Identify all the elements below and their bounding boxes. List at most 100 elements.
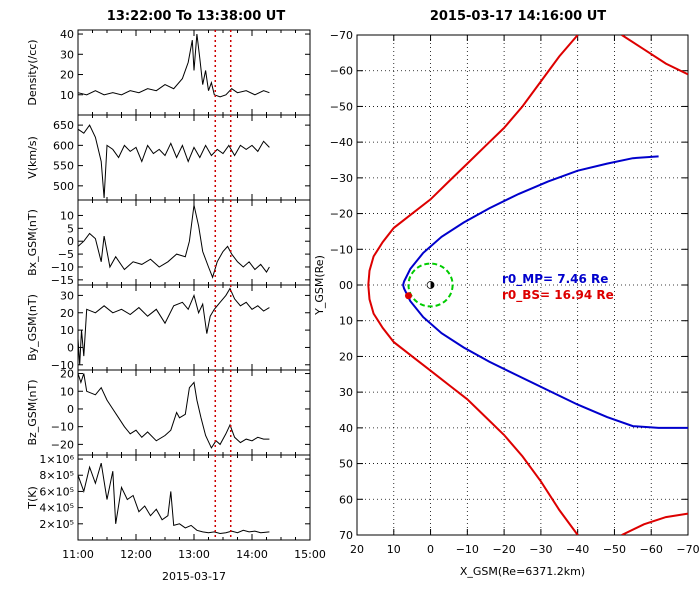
y-tick-label: 8×10⁵ [39, 469, 74, 482]
y-tick-label: 20 [60, 368, 74, 381]
x-tick-label: 14:00 [236, 548, 268, 561]
panel-frame [77, 199, 311, 286]
series-line [77, 33, 270, 98]
y-tick-label: 500 [53, 180, 74, 193]
time-series-panel: −10 0 10 20 30 By_GSM(nT) [26, 284, 311, 372]
x-tick-label: −20 [493, 543, 516, 556]
bow-shock-outer-curve [621, 512, 688, 535]
x-tick-label: −60 [640, 543, 663, 556]
y-tick-label: 20 [60, 69, 74, 82]
magnetosphere-plot: 20 10 0 −10 −20 −30 −40 −50 −60 −70 −70 −60 −50 −40 −3… [313, 29, 700, 578]
y-axis-label: Bx_GSM(nT) [26, 209, 39, 276]
series-line [77, 287, 270, 365]
series-line [77, 205, 270, 279]
panel-frame [77, 114, 311, 201]
x-tick-label: −70 [676, 543, 699, 556]
panel-frame [77, 284, 311, 371]
time-series-panel: 10 20 30 40 Density(/cc) [26, 28, 311, 116]
y-tick-label: −15 [51, 274, 74, 287]
y-tick-label: −10 [330, 243, 353, 256]
time-series-panel: −20 −10 0 10 20 Bz_GSM(nT) [26, 368, 311, 456]
y-tick-label: −50 [330, 100, 353, 113]
y-tick-label: 30 [339, 386, 353, 399]
y-tick-label: 0 [67, 403, 74, 416]
y-tick-label: −20 [330, 208, 353, 221]
y-tick-label: −5 [58, 248, 74, 261]
y-tick-label: 0 [67, 235, 74, 248]
time-series-panel: 2×10⁵ 4×10⁵ 6×10⁵ 8×10⁵ 1×10⁶ T(K) [26, 453, 311, 541]
y-tick-label: 20 [339, 350, 353, 363]
curves [367, 35, 688, 535]
y-axis-label: T(K) [26, 486, 39, 510]
y-axis-label: V(km/s) [26, 136, 39, 179]
x-tick-label: 10 [387, 543, 401, 556]
y-axis-label: Y_GSM(Re) [313, 255, 326, 316]
series-line [77, 462, 270, 535]
y-tick-label: −10 [51, 421, 74, 434]
y-tick-label: 10 [60, 89, 74, 102]
bs-standoff-label: r0_BS= 16.94 Re [502, 288, 614, 303]
x-axis-label: X_GSM(Re=6371.2km) [460, 565, 585, 578]
bow-shock-curve [367, 35, 579, 535]
x-tick-label: 0 [427, 543, 434, 556]
series-line [77, 124, 270, 199]
y-tick-label: 5 [67, 222, 74, 235]
x-tick-label: 12:00 [120, 548, 152, 561]
y-tick-label: 650 [53, 119, 74, 132]
y-tick-label: 10 [60, 385, 74, 398]
x-tick-label: 13:00 [178, 548, 210, 561]
y-tick-label: 50 [339, 458, 353, 471]
y-tick-label: 30 [60, 289, 74, 302]
x-axis-date-label: 2015-03-17 [162, 570, 226, 583]
panel-frame [77, 29, 311, 116]
y-tick-label: 00 [339, 279, 353, 292]
time-series-panels: 10203040Density(/cc)500550600650V(km/s)−… [26, 28, 326, 583]
y-axis-label: By_GSM(nT) [26, 294, 39, 361]
bow-shock-outer-curve [621, 35, 688, 76]
y-axis-label: Density(/cc) [26, 39, 39, 105]
y-tick-label: −20 [51, 438, 74, 451]
x-tick-label: −50 [603, 543, 626, 556]
earth-night-side [430, 281, 435, 289]
y-tick-label: 600 [53, 139, 74, 152]
y-tick-label: −10 [51, 261, 74, 274]
left-title: 13:22:00 To 13:38:00 UT [107, 9, 286, 24]
inner-boundary-circle [407, 262, 454, 308]
y-tick-label: 40 [60, 28, 74, 41]
x-tick-label: −10 [456, 543, 479, 556]
y-tick-label: 10 [60, 324, 74, 337]
magnetopause-curve [402, 155, 688, 429]
y-tick-label: 4×10⁵ [39, 502, 74, 515]
series-line [77, 373, 270, 449]
y-tick-label: 0 [67, 341, 74, 354]
x-tick-label: −30 [529, 543, 552, 556]
time-series-panel: 500 550 600 650 V(km/s) [26, 114, 311, 201]
y-tick-label: 10 [60, 209, 74, 222]
y-tick-label: 2×10⁵ [39, 518, 74, 531]
y-tick-label: −30 [330, 172, 353, 185]
mp-standoff-label: r0_MP= 7.46 Re [502, 272, 608, 287]
y-tick-label: −70 [330, 29, 353, 42]
y-tick-label: 70 [339, 529, 353, 542]
y-tick-label: −60 [330, 65, 353, 78]
x-tick-label: 15:00 [294, 548, 326, 561]
y-tick-label: 20 [60, 307, 74, 320]
position-marker [404, 292, 412, 300]
y-tick-label: 1×10⁶ [39, 453, 74, 466]
y-tick-label: 40 [339, 422, 353, 435]
x-tick-label: 20 [350, 543, 364, 556]
y-tick-label: 10 [339, 315, 353, 328]
y-tick-label: 60 [339, 493, 353, 506]
y-tick-label: −10 [51, 359, 74, 372]
y-tick-label: 6×10⁵ [39, 485, 74, 498]
y-axis-label: Bz_GSM(nT) [26, 379, 39, 445]
y-tick-label: 30 [60, 48, 74, 61]
x-tick-label: 11:00 [62, 548, 94, 561]
right-title: 2015-03-17 14:16:00 UT [430, 9, 606, 24]
x-tick-label: −40 [566, 543, 589, 556]
y-tick-label: 550 [53, 160, 74, 173]
y-tick-label: −40 [330, 136, 353, 149]
